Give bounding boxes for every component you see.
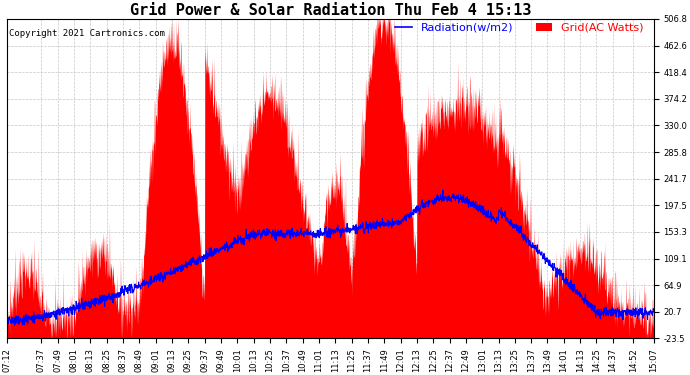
Title: Grid Power & Solar Radiation Thu Feb 4 15:13: Grid Power & Solar Radiation Thu Feb 4 1… [130,3,531,18]
Text: Copyright 2021 Cartronics.com: Copyright 2021 Cartronics.com [8,28,164,38]
Legend: Radiation(w/m2), Grid(AC Watts): Radiation(w/m2), Grid(AC Watts) [391,18,648,37]
